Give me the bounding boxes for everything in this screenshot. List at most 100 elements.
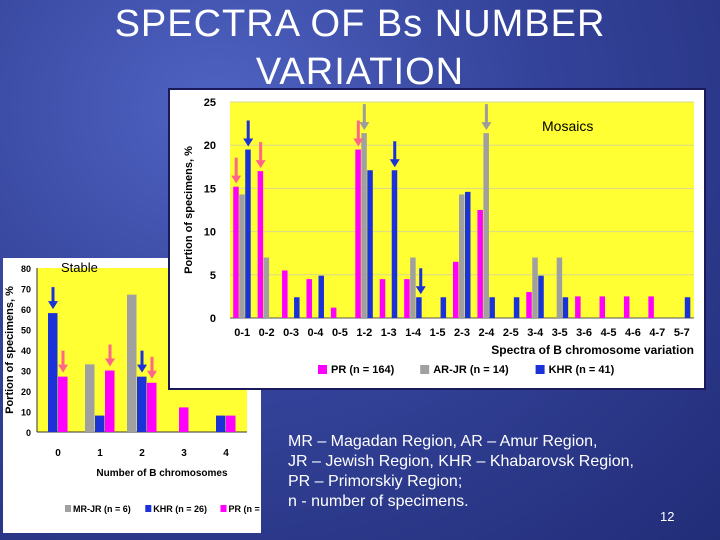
x-axis-label: Spectra of B chromosome variation (491, 343, 694, 357)
arrow-head (255, 160, 266, 169)
x-tick-label: 0-1 (234, 327, 250, 339)
bar (391, 170, 398, 318)
mosaics-chart: 0 5 10 15 20 25 0-1 0-2 0-3 0-4 0-5 1-2 1-3 1-4 1-5 2-3… (183, 97, 694, 376)
bar (361, 133, 367, 318)
bar (416, 297, 422, 318)
bar (147, 382, 157, 432)
caption-line-3: PR – Primorskiy Region; (288, 473, 463, 490)
mosaics-chart-panel: 0 5 10 15 20 25 0-1 0-2 0-3 0-4 0-5 1-2 1-3 1-4 1-5 2-3… (168, 88, 706, 390)
arrow-head (243, 138, 254, 147)
legend-item: PR (n = 164) (318, 364, 395, 376)
indicator-arrow (243, 120, 254, 147)
arrow-head (359, 122, 370, 131)
x-tick-label: 0-3 (283, 327, 299, 339)
bar (684, 297, 691, 318)
arrow-head (105, 358, 115, 367)
legend-swatch (318, 365, 327, 374)
bar (513, 297, 520, 318)
arrow-head (481, 122, 492, 131)
bar (233, 186, 239, 318)
x-tick-label: 3 (181, 448, 187, 459)
x-tick-label: 4-6 (625, 327, 641, 339)
y-tick-label: 5 (210, 270, 216, 282)
bar (532, 257, 538, 318)
bar (179, 407, 189, 432)
bar (489, 297, 495, 318)
legend-label: AR-JR (n = 14) (433, 364, 509, 376)
bar (216, 415, 226, 432)
y-tick-label: 40 (21, 346, 31, 356)
y-tick-label: 80 (21, 264, 31, 274)
bar (477, 210, 483, 318)
caption-line-2: JR – Jewish Region, KHR – Khabarovsk Reg… (288, 453, 634, 470)
arrow-head (137, 364, 147, 373)
x-tick-label: 4-5 (601, 327, 617, 339)
indicator-arrow (137, 350, 147, 373)
legend-label: PR (n = 104) (229, 504, 262, 514)
bar (294, 297, 300, 318)
arrow-head (58, 364, 68, 373)
y-tick-label: 15 (204, 183, 216, 195)
bar (105, 370, 115, 432)
bar (459, 194, 465, 318)
x-tick-label: 0-5 (332, 327, 348, 339)
legend-item: KHR (n = 41) (535, 364, 615, 376)
indicator-arrow (359, 104, 370, 131)
stable-annotation: Stable (61, 260, 98, 275)
caption-line-1: MR – Magadan Region, AR – Amur Region, (288, 433, 598, 450)
bar (648, 296, 654, 318)
bar (623, 296, 630, 318)
y-tick-label: 70 (21, 285, 31, 295)
x-tick-label: 3-5 (552, 327, 568, 339)
x-tick-label: 2-5 (503, 327, 519, 339)
bar (257, 171, 264, 318)
legend-label: PR (n = 164) (331, 364, 395, 376)
x-tick-label: 1 (97, 448, 103, 459)
x-tick-label: 5-7 (674, 327, 690, 339)
legend-label: KHR (n = 26) (153, 504, 207, 514)
y-tick-label: 50 (21, 326, 31, 336)
legend-swatch (220, 505, 227, 512)
y-axis-label: Portion of specimens, % (4, 286, 16, 414)
bar (226, 415, 236, 432)
bar (263, 257, 270, 318)
indicator-arrow (415, 268, 426, 295)
legend-item: KHR (n = 26) (145, 504, 207, 514)
y-tick-label: 25 (204, 97, 216, 109)
y-tick-label: 20 (204, 140, 216, 152)
bar (85, 364, 95, 432)
x-tick-label: 1-2 (356, 327, 372, 339)
bar (58, 376, 68, 432)
slide-title: SPECTRA OF Bs NUMBER VARIATION (60, 0, 660, 96)
y-tick-label: 20 (21, 387, 31, 397)
x-tick-label: 1-3 (381, 327, 397, 339)
bar (127, 294, 137, 432)
indicator-arrow (255, 142, 266, 169)
bar (367, 170, 373, 318)
x-tick-label: 4 (223, 448, 229, 459)
x-tick-label: 2-4 (478, 327, 495, 339)
x-tick-label: 0-4 (308, 327, 325, 339)
indicator-arrow (48, 287, 58, 310)
y-tick-label: 60 (21, 305, 31, 315)
indicator-arrow (58, 350, 68, 373)
x-tick-label: 3-4 (527, 327, 544, 339)
bar (318, 275, 324, 318)
arrow-head (231, 175, 242, 184)
bar (410, 257, 416, 318)
y-tick-label: 0 (210, 313, 216, 325)
legend-swatch (535, 365, 545, 374)
bar (562, 297, 569, 318)
legend-swatch (65, 505, 71, 512)
bar (330, 307, 337, 318)
indicator-arrow (353, 120, 364, 147)
bar (95, 415, 105, 432)
bar (282, 270, 288, 318)
bar (245, 149, 251, 318)
legend-swatch (420, 365, 430, 374)
x-axis-label: Number of B chromosomes (96, 468, 228, 479)
bar (538, 275, 544, 318)
slide-title-line-1: SPECTRA OF Bs NUMBER (114, 3, 606, 45)
bar (379, 279, 386, 318)
x-tick-label: 0 (55, 448, 61, 459)
